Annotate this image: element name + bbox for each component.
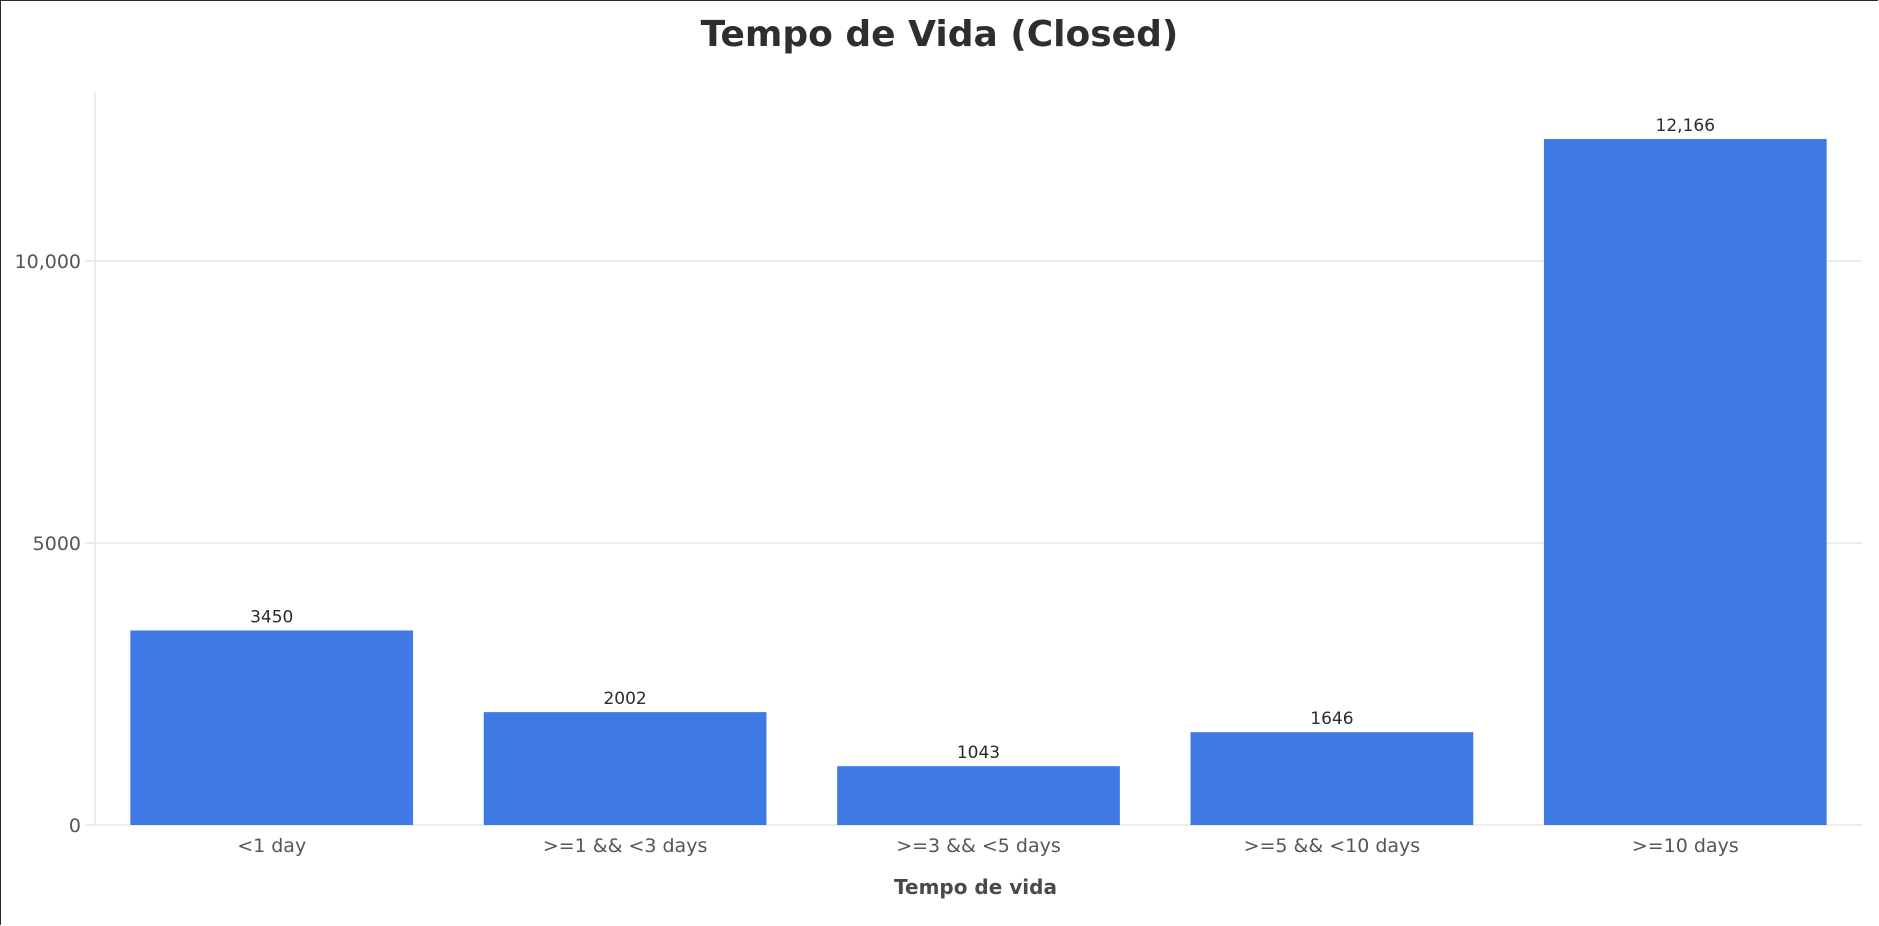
bar[interactable] — [837, 766, 1120, 825]
bar-value-label: 1646 — [1310, 709, 1353, 729]
x-axis-title: Tempo de vida — [894, 875, 1057, 899]
x-axis-ticks: <1 day >=1 && <3 days >=3 && <5 days >=5 &&… — [237, 835, 1739, 857]
bar[interactable] — [483, 712, 767, 825]
bar-value-label: 3450 — [250, 607, 293, 627]
bars — [130, 139, 1827, 825]
x-tick-label: <1 day — [237, 835, 306, 857]
y-tick-label: 0 — [69, 815, 81, 837]
x-tick-label: >=3 && <5 days — [896, 835, 1061, 857]
y-axis-ticks: 0 5000 10,000 — [15, 251, 81, 837]
data-labels: 3450 2002 1043 1646 12,166 — [250, 116, 1715, 763]
bar-value-label: 1043 — [957, 743, 1000, 763]
bar-value-label: 12,166 — [1656, 116, 1715, 136]
x-tick-label: >=1 && <3 days — [543, 835, 708, 857]
x-tick-label: >=5 && <10 days — [1244, 835, 1421, 857]
bar[interactable] — [1543, 139, 1827, 825]
y-tick-label: 10,000 — [15, 251, 81, 273]
bar-value-label: 2002 — [603, 689, 646, 709]
bar[interactable] — [130, 630, 414, 825]
y-tick-label: 5000 — [33, 533, 81, 555]
bar[interactable] — [1190, 732, 1474, 825]
x-tick-label: >=10 days — [1632, 835, 1739, 857]
chart-title: Tempo de Vida (Closed) — [700, 14, 1179, 55]
